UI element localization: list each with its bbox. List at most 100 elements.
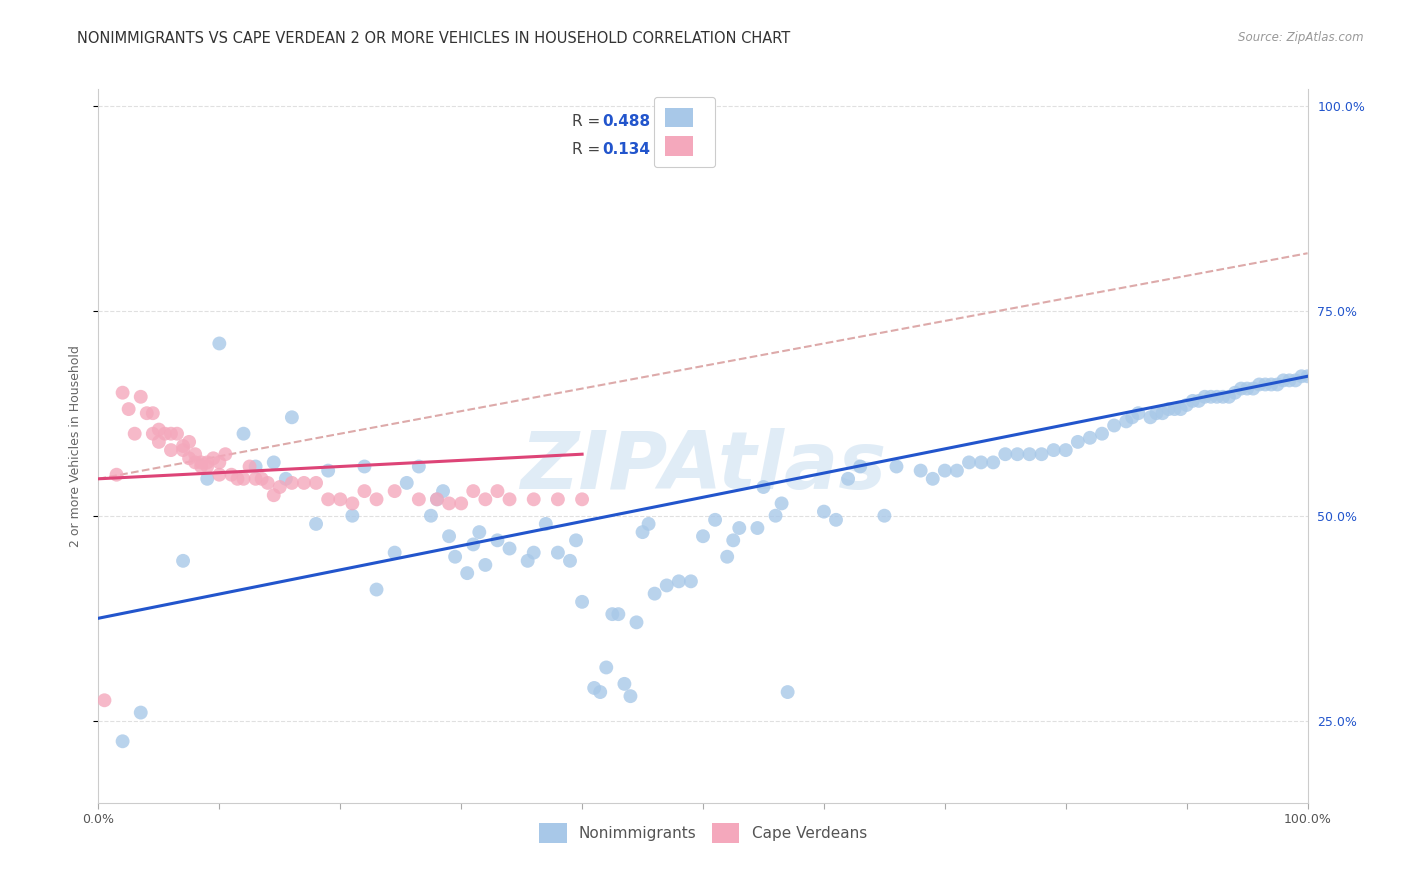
- Point: [474, 558, 496, 572]
- Point: [281, 410, 304, 425]
- Point: [172, 439, 194, 453]
- Point: [981, 455, 1004, 469]
- Point: [305, 475, 328, 490]
- Point: [1102, 418, 1125, 433]
- Point: [184, 447, 207, 461]
- Point: [195, 472, 218, 486]
- Point: [619, 689, 641, 703]
- Point: [934, 464, 956, 478]
- Point: [232, 472, 254, 486]
- Point: [408, 459, 430, 474]
- Point: [873, 508, 896, 523]
- Point: [770, 496, 793, 510]
- Point: [208, 336, 231, 351]
- Point: [765, 508, 787, 523]
- Point: [637, 516, 659, 531]
- Point: [571, 595, 593, 609]
- Point: [1157, 402, 1180, 417]
- Point: [631, 525, 654, 540]
- Point: [437, 496, 460, 510]
- Point: [613, 677, 636, 691]
- Point: [226, 472, 249, 486]
- Point: [921, 472, 943, 486]
- Text: Source: ZipAtlas.com: Source: ZipAtlas.com: [1239, 31, 1364, 45]
- Point: [849, 459, 872, 474]
- Point: [716, 549, 738, 564]
- Point: [353, 459, 375, 474]
- Point: [395, 475, 418, 490]
- Point: [1212, 390, 1234, 404]
- Point: [214, 447, 236, 461]
- Point: [221, 467, 243, 482]
- Point: [1236, 382, 1258, 396]
- Point: [432, 484, 454, 499]
- Point: [837, 472, 859, 486]
- Text: N =: N =: [657, 142, 690, 157]
- Point: [1042, 443, 1064, 458]
- Point: [886, 459, 908, 474]
- Point: [456, 566, 478, 581]
- Point: [1291, 369, 1313, 384]
- Point: [269, 480, 291, 494]
- Point: [776, 685, 799, 699]
- Point: [644, 587, 666, 601]
- Point: [523, 546, 546, 560]
- Point: [813, 505, 835, 519]
- Point: [142, 426, 165, 441]
- Point: [534, 516, 557, 531]
- Point: [263, 488, 285, 502]
- Point: [1230, 382, 1253, 396]
- Text: 58: 58: [682, 142, 703, 157]
- Point: [1128, 406, 1150, 420]
- Point: [124, 426, 146, 441]
- Point: [474, 492, 496, 507]
- Point: [994, 447, 1017, 461]
- Point: [589, 685, 612, 699]
- Point: [1188, 393, 1211, 408]
- Point: [208, 467, 231, 482]
- Point: [342, 508, 364, 523]
- Point: [1194, 390, 1216, 404]
- Point: [1067, 434, 1090, 449]
- Point: [166, 426, 188, 441]
- Point: [1206, 390, 1229, 404]
- Point: [468, 525, 491, 540]
- Point: [1031, 447, 1053, 461]
- Point: [274, 472, 297, 486]
- Text: R =: R =: [572, 114, 606, 128]
- Point: [957, 455, 980, 469]
- Point: [583, 681, 606, 695]
- Point: [970, 455, 993, 469]
- Point: [450, 496, 472, 510]
- Point: [420, 508, 443, 523]
- Point: [704, 513, 727, 527]
- Point: [1254, 377, 1277, 392]
- Point: [118, 402, 141, 417]
- Point: [1152, 406, 1174, 420]
- Point: [172, 554, 194, 568]
- Text: R =: R =: [572, 142, 606, 157]
- Point: [1146, 406, 1168, 420]
- Point: [263, 455, 285, 469]
- Point: [111, 734, 134, 748]
- Point: [571, 492, 593, 507]
- Text: ZIPAtlas: ZIPAtlas: [520, 428, 886, 507]
- Point: [172, 443, 194, 458]
- Point: [250, 472, 273, 486]
- Point: [142, 406, 165, 420]
- Text: NONIMMIGRANTS VS CAPE VERDEAN 2 OR MORE VEHICLES IN HOUSEHOLD CORRELATION CHART: NONIMMIGRANTS VS CAPE VERDEAN 2 OR MORE …: [77, 31, 790, 46]
- Point: [1272, 373, 1295, 387]
- Text: N =: N =: [657, 114, 690, 128]
- Point: [1249, 377, 1271, 392]
- Point: [179, 434, 201, 449]
- Point: [426, 492, 449, 507]
- Point: [408, 492, 430, 507]
- Point: [516, 554, 538, 568]
- Point: [1223, 385, 1246, 400]
- Point: [281, 475, 304, 490]
- Point: [426, 492, 449, 507]
- Point: [1115, 414, 1137, 428]
- Point: [523, 492, 546, 507]
- Legend: Nonimmigrants, Cape Verdeans: Nonimmigrants, Cape Verdeans: [533, 817, 873, 848]
- Point: [679, 574, 702, 589]
